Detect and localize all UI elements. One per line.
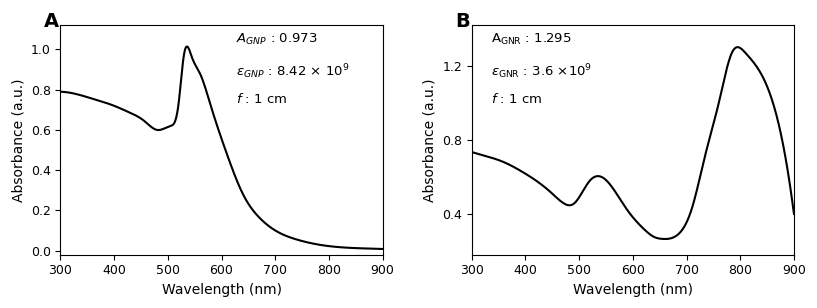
X-axis label: Wavelength (nm): Wavelength (nm) (573, 283, 693, 297)
Text: $\mathit{f}$ : 1 cm: $\mathit{f}$ : 1 cm (236, 92, 288, 106)
Text: $\mathit{\epsilon}_{\mathrm{GNR}}$ : 3.6 ×10$^{9}$: $\mathit{\epsilon}_{\mathrm{GNR}}$ : 3.6… (491, 62, 592, 81)
Text: $\mathit{A}_{\mathit{GNP}}$ : 0.973: $\mathit{A}_{\mathit{GNP}}$ : 0.973 (236, 32, 318, 47)
Text: $\mathit{\epsilon}_{\mathit{GNP}}$ : 8.42 × 10$^{9}$: $\mathit{\epsilon}_{\mathit{GNP}}$ : 8.4… (236, 62, 350, 81)
Text: B: B (456, 12, 471, 30)
Y-axis label: Absorbance (a.u.): Absorbance (a.u.) (422, 78, 436, 202)
Text: $\mathit{f}$ : 1 cm: $\mathit{f}$ : 1 cm (491, 92, 542, 106)
Text: A$_{\mathrm{GNR}}$ : 1.295: A$_{\mathrm{GNR}}$ : 1.295 (491, 32, 572, 47)
Text: A: A (44, 12, 60, 30)
X-axis label: Wavelength (nm): Wavelength (nm) (162, 283, 282, 297)
Y-axis label: Absorbance (a.u.): Absorbance (a.u.) (11, 78, 25, 202)
